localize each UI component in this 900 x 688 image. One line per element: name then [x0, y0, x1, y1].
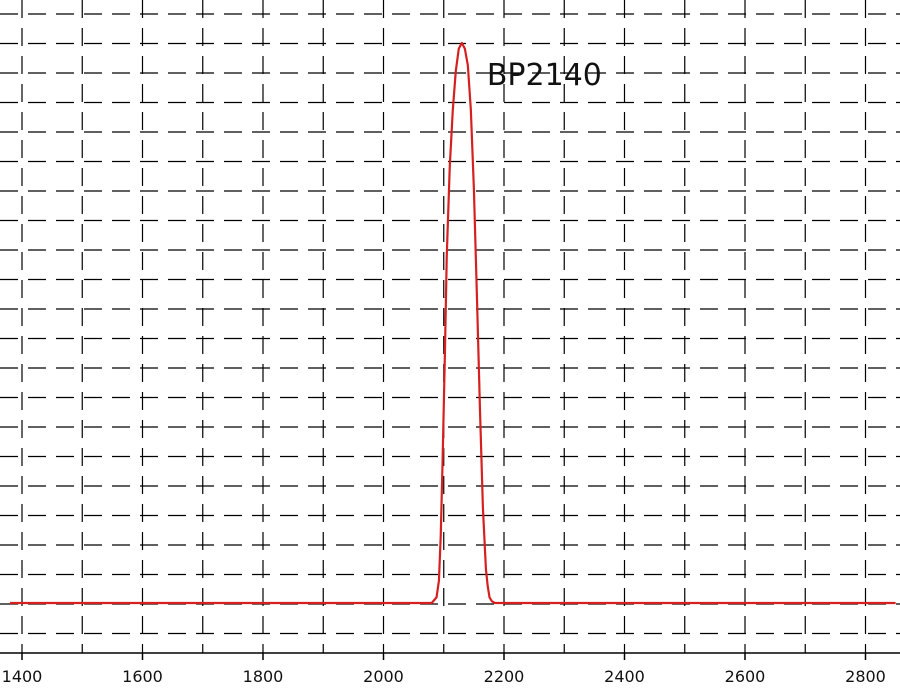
x-tick-label: 1800 [243, 667, 284, 686]
x-tick-label: 2600 [725, 667, 766, 686]
x-tick-label: 2000 [363, 667, 404, 686]
vertical-gridlines [21, 0, 867, 653]
peak-annotation-label: BP2140 [487, 58, 602, 93]
x-tick-label: 2200 [484, 667, 525, 686]
x-tick-label: 1400 [2, 667, 43, 686]
series-group [9, 41, 896, 605]
x-tick-label: 2800 [845, 667, 886, 686]
annotations-group: BP2140 [487, 58, 602, 93]
x-axis-ticks: 1400 1600 1800 2000 2200 2400 2600 2800 [2, 653, 886, 686]
x-tick-label: 2400 [604, 667, 645, 686]
series-line [9, 41, 896, 605]
horizontal-gridlines [0, 13, 900, 635]
x-tick-label: 1600 [122, 667, 163, 686]
